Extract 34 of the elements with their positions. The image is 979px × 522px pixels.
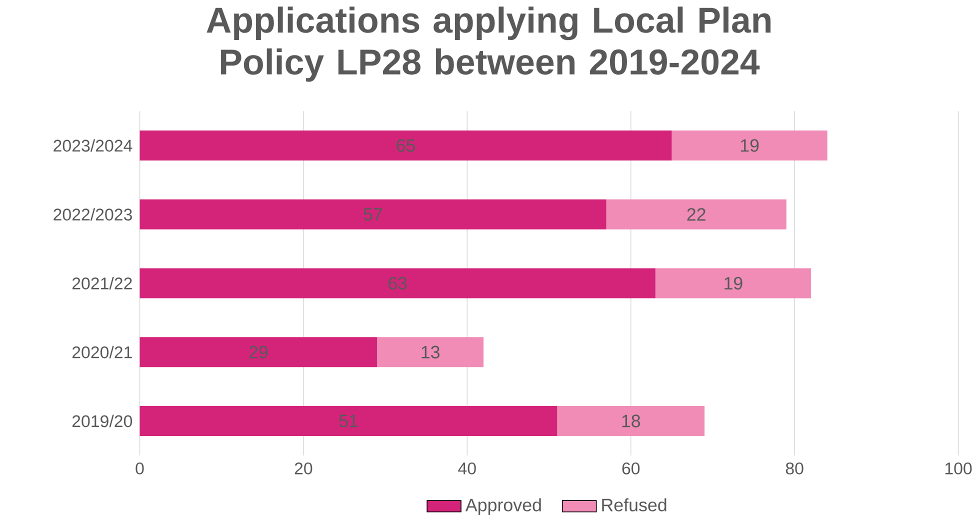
y-tick-label: 2021/22 (72, 276, 132, 290)
x-tick-label: 20 (294, 462, 312, 474)
x-tick-label: 100 (945, 462, 972, 474)
x-tick-label: 60 (622, 462, 640, 474)
y-tick-label: 2020/21 (72, 346, 132, 358)
bar (140, 406, 558, 436)
data-label: 13 (422, 346, 440, 358)
bar (655, 268, 811, 298)
bar (140, 268, 656, 298)
data-label: 63 (388, 276, 407, 290)
data-label: 19 (740, 139, 759, 152)
bar (140, 199, 606, 230)
chart-title: Applications applying Local Plan Policy LP28 between 2019-2024 (206, 6, 771, 82)
data-label: 65 (396, 139, 415, 152)
x-tick-label: 80 (786, 462, 804, 474)
data-label: 18 (622, 414, 640, 428)
data-label: 29 (249, 346, 268, 358)
data-label: 51 (339, 414, 358, 428)
bar (140, 337, 378, 368)
bar (672, 130, 828, 160)
bar (140, 130, 672, 160)
y-tick-label: 2023/2024 (54, 139, 132, 152)
bar (606, 199, 786, 230)
bar (557, 406, 705, 436)
legend-label: Refused (602, 498, 666, 512)
x-tick-label: 40 (458, 462, 476, 474)
data-label: 19 (724, 276, 742, 290)
bar (377, 337, 484, 368)
y-tick-label: 2019/20 (72, 414, 132, 428)
data-label: 22 (687, 208, 706, 221)
data-label: 57 (364, 208, 382, 221)
legend-label: Approved (465, 498, 541, 515)
x-tick-label: 0 (136, 462, 144, 474)
y-tick-label: 2022/2023 (54, 208, 132, 221)
